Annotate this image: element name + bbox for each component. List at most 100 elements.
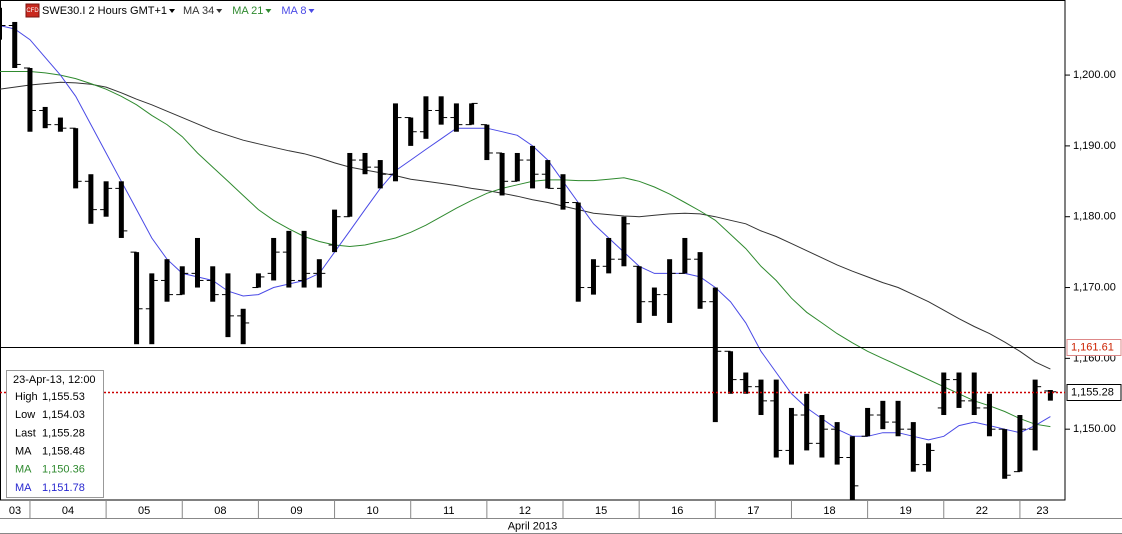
x-tick-label: 22 [976,505,988,517]
y-tick-label: 1,170.00 [1073,281,1116,293]
ohlc-range [179,266,185,295]
dropdown-arrow[interactable] [308,9,315,13]
y-tick-label: 1,200.00 [1073,69,1116,81]
ohlc-range [1002,429,1008,479]
ohlc-range [514,152,520,182]
info-box-title: 23-Apr-13, 12:00 [13,374,96,386]
x-tick-label: 04 [62,505,74,517]
ohlc-range [1032,379,1038,451]
ohlc-range [469,103,475,125]
ohlc-range [499,152,505,196]
ohlc-range [667,259,673,323]
price-badge [1066,384,1122,401]
info-row-label: High [15,391,38,403]
x-tick-label: 16 [671,505,683,517]
y-tick-label: 1,150.00 [1073,423,1116,435]
x-axis-month: April 2013 [508,520,558,532]
x-tick-label: 18 [823,505,835,517]
x-tick-label: 08 [214,505,226,517]
ohlc-range [530,145,536,189]
ohlc-range [225,273,231,338]
ohlc-range [865,407,871,437]
ohlc-range [12,21,18,68]
info-row-label: MA [15,482,32,494]
x-tick-label: 09 [290,505,302,517]
ohlc-range [788,407,794,465]
legend-entry[interactable]: MA 8 [281,5,306,17]
ohlc-range [210,266,216,302]
info-row-label: Low [15,409,35,421]
svg-text:CFD: CFD [26,8,39,14]
ohlc-range [27,67,33,132]
ohlc-range [834,422,840,465]
x-tick-label: 05 [138,505,150,517]
info-row-label: MA [15,446,32,458]
info-row-value: 1,154.03 [42,409,85,421]
ohlc-range [271,237,277,281]
x-tick-label: 19 [900,505,912,517]
ohlc-range [956,372,962,408]
ohlc-range [134,252,140,345]
info-row-value: 1,158.48 [42,446,85,458]
info-box [6,370,104,498]
x-tick-label: 10 [367,505,379,517]
ohlc-range [1047,390,1053,401]
y-tick-label: 1,190.00 [1073,140,1116,152]
ohlc-range [194,237,200,288]
toolbar-symbol[interactable]: SWE30.I 2 Hours GMT+1 [42,5,167,17]
ohlc-range [926,443,932,472]
x-tick-label: 23 [1036,505,1048,517]
x-tick-label: 03 [9,505,21,517]
ohlc-range [712,287,718,423]
plot-frame [0,0,1066,501]
ohlc-range [42,106,48,129]
info-row-label: Last [15,427,36,439]
ohlc-range [240,308,246,345]
ma-line [0,25,1051,441]
ohlc-range [773,379,779,458]
ohlc-range [332,209,338,253]
dropdown-arrow[interactable] [265,9,272,13]
ohlc-range [758,379,764,416]
ohlc-range [255,273,261,288]
ma-line [0,81,1051,370]
ohlc-range [1017,415,1023,472]
ohlc-range [301,230,307,288]
x-tick-label: 12 [519,505,531,517]
ohlc-range [347,152,353,217]
ohlc-range [804,393,810,451]
info-row-value: 1,151.78 [42,482,85,494]
ohlc-range [0,7,2,40]
ohlc-range [423,96,429,139]
ohlc-range [621,216,627,267]
ohlc-range [560,174,566,210]
info-row-value: 1,155.28 [42,427,85,439]
ohlc-range [819,415,825,458]
ma-line [0,71,1051,428]
info-row-value: 1,155.53 [42,391,85,403]
price-badge-label: 1,155.28 [1071,386,1114,398]
legend-entry[interactable]: MA 34 [183,5,214,17]
cfd-icon: CFD [25,3,40,18]
legend-entry[interactable]: MA 21 [232,5,263,17]
ohlc-range [286,230,292,288]
ohlc-range [895,400,901,437]
ohlc-range [362,152,368,175]
ohlc-range [743,372,749,394]
ohlc-range [849,436,855,500]
price-badge [1066,339,1122,356]
dropdown-arrow[interactable] [216,9,223,13]
ohlc-range [728,351,734,394]
ohlc-range [910,422,916,472]
ohlc-range [118,181,124,238]
dropdown-arrow[interactable] [169,9,176,13]
ohlc-range [636,266,642,323]
ohlc-range [941,372,947,416]
ohlc-range [575,202,581,302]
x-tick-label: 17 [747,505,759,517]
info-row-value: 1,150.36 [42,464,85,476]
ohlc-range [88,174,94,224]
y-tick-label: 1,180.00 [1073,211,1116,223]
